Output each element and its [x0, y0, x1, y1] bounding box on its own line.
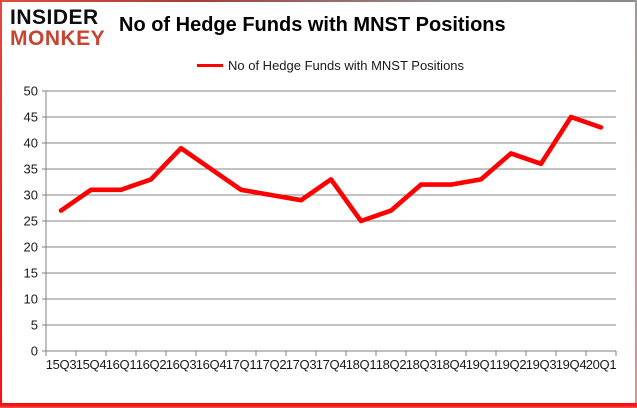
x-tick-label: 19Q4 [556, 357, 587, 372]
y-tick-label: 0 [31, 344, 38, 359]
x-tick-label: 19Q1 [466, 357, 497, 372]
legend-line-swatch [197, 63, 223, 67]
legend: No of Hedge Funds with MNST Positions [197, 57, 464, 73]
y-tick-label: 10 [24, 292, 38, 307]
x-tick-label: 20Q1 [586, 357, 617, 372]
frame-border-bottom [0, 403, 637, 408]
x-tick-label: 15Q4 [76, 357, 107, 372]
legend-label: No of Hedge Funds with MNST Positions [228, 57, 465, 73]
x-tick-label: 18Q3 [406, 357, 437, 372]
x-tick-label: 16Q3 [166, 357, 197, 372]
y-tick-label: 50 [24, 84, 38, 99]
logo-text-insider: INSIDER [10, 6, 99, 29]
insider-monkey-logo: INSIDER MONKEY [10, 7, 105, 49]
data-line [58, 114, 604, 224]
y-tick-label: 15 [24, 266, 38, 281]
x-tick-label: 19Q2 [496, 357, 527, 372]
x-tick-label: 17Q4 [316, 357, 347, 372]
y-tick-label: 5 [31, 318, 38, 333]
x-tick-label: 18Q1 [346, 357, 377, 372]
frame-border-left [0, 0, 2, 408]
y-tick-label: 35 [24, 162, 38, 177]
x-tick-label: 16Q1 [106, 357, 137, 372]
chart-title: No of Hedge Funds with MNST Positions [119, 14, 506, 36]
y-tick-label: 30 [24, 188, 38, 203]
x-tick-label: 15Q3 [46, 357, 77, 372]
x-tick-label: 17Q3 [286, 357, 317, 372]
x-tick-label: 18Q4 [436, 357, 467, 372]
y-tick-label: 45 [24, 110, 38, 125]
x-tick-label: 19Q3 [526, 357, 557, 372]
y-tick-label: 20 [24, 240, 38, 255]
logo-text-monkey: MONKEY [10, 27, 106, 50]
y-tick-label: 40 [24, 136, 38, 151]
frame-border-top [0, 0, 637, 2]
x-tick-label: 18Q2 [376, 357, 407, 372]
y-tick-label: 25 [24, 214, 38, 229]
x-tick-label: 17Q1 [226, 357, 257, 372]
x-tick-label: 17Q2 [256, 357, 287, 372]
x-tick-label: 16Q4 [196, 357, 227, 372]
x-tick-label: 16Q2 [136, 357, 167, 372]
frame-border-right [635, 0, 637, 408]
